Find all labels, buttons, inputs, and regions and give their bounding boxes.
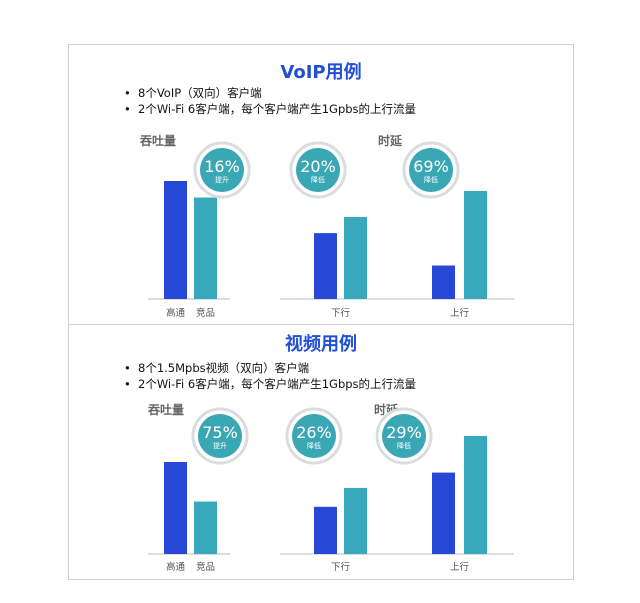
- badge-value: 26%: [296, 423, 332, 442]
- badge-sub-label: 提升: [215, 175, 229, 184]
- tick-label: 高通: [166, 307, 186, 319]
- badge-sub-label: 降低: [397, 441, 411, 450]
- latency-label: 时延: [378, 134, 403, 148]
- bullet-list: 8个VoIP（双向）客户端 2个Wi-Fi 6客户端，每个客户端产生1Gpbs的…: [124, 85, 416, 117]
- panel-video: 视频用例 8个1.5Mpbs视频（双向）客户端 2个Wi-Fi 6客户端，每个客…: [68, 324, 574, 580]
- badge-value: 16%: [204, 157, 240, 176]
- panel-title: 视频用例: [285, 334, 357, 355]
- tick-label: 上行: [450, 561, 470, 573]
- latency-bar: [432, 472, 455, 554]
- latency-bar: [344, 487, 367, 554]
- throughput-label: 吞吐量: [140, 134, 177, 148]
- badge-sub-label: 降低: [311, 175, 325, 184]
- badge-circle: [200, 148, 244, 192]
- badge-value: 20%: [300, 157, 336, 176]
- latency-bar: [464, 191, 487, 299]
- throughput-bar: [164, 462, 187, 554]
- tick-label: 竞品: [196, 307, 215, 319]
- badge-circle: [292, 414, 336, 458]
- badge-sub-label: 提升: [213, 441, 227, 450]
- bullet-item: 8个VoIP（双向）客户端: [124, 85, 416, 101]
- badge-sub-label: 降低: [307, 441, 321, 450]
- bullet-item: 2个Wi-Fi 6客户端，每个客户端产生1Gpbs的上行流量: [124, 101, 416, 117]
- panel-divider: [68, 324, 574, 325]
- badge-circle: [198, 414, 242, 458]
- throughput-bar: [164, 181, 187, 299]
- bullet-list: 8个1.5Mpbs视频（双向）客户端 2个Wi-Fi 6客户端，每个客户端产生1…: [124, 360, 416, 392]
- throughput-label: 吞吐量: [148, 403, 185, 417]
- bullet-item: 2个Wi-Fi 6客户端，每个客户端产生1Gbps的上行流量: [124, 376, 416, 392]
- latency-bar: [314, 506, 337, 554]
- throughput-bar: [194, 501, 217, 554]
- badge-circle: [409, 148, 453, 192]
- panel-title: VoIP用例: [280, 62, 362, 83]
- latency-bar: [314, 233, 337, 299]
- tick-label: 高通: [166, 561, 186, 573]
- tick-label: 上行: [450, 307, 470, 319]
- badge-circle: [296, 148, 340, 192]
- latency-bar: [344, 216, 367, 299]
- tick-label: 下行: [331, 561, 351, 573]
- badge-sub-label: 降低: [424, 175, 438, 184]
- latency-bar: [432, 265, 455, 299]
- latency-bar: [464, 436, 487, 554]
- badge-circle: [382, 414, 426, 458]
- badge-value: 29%: [386, 423, 422, 442]
- panel-voip: VoIP用例 8个VoIP（双向）客户端 2个Wi-Fi 6客户端，每个客户端产…: [68, 44, 574, 324]
- throughput-bar: [194, 197, 217, 299]
- badge-value: 69%: [413, 157, 449, 176]
- tick-label: 竞品: [196, 561, 215, 573]
- slide-frame: [68, 44, 574, 580]
- tick-label: 下行: [331, 307, 351, 319]
- bullet-item: 8个1.5Mpbs视频（双向）客户端: [124, 360, 416, 376]
- badge-value: 75%: [202, 423, 238, 442]
